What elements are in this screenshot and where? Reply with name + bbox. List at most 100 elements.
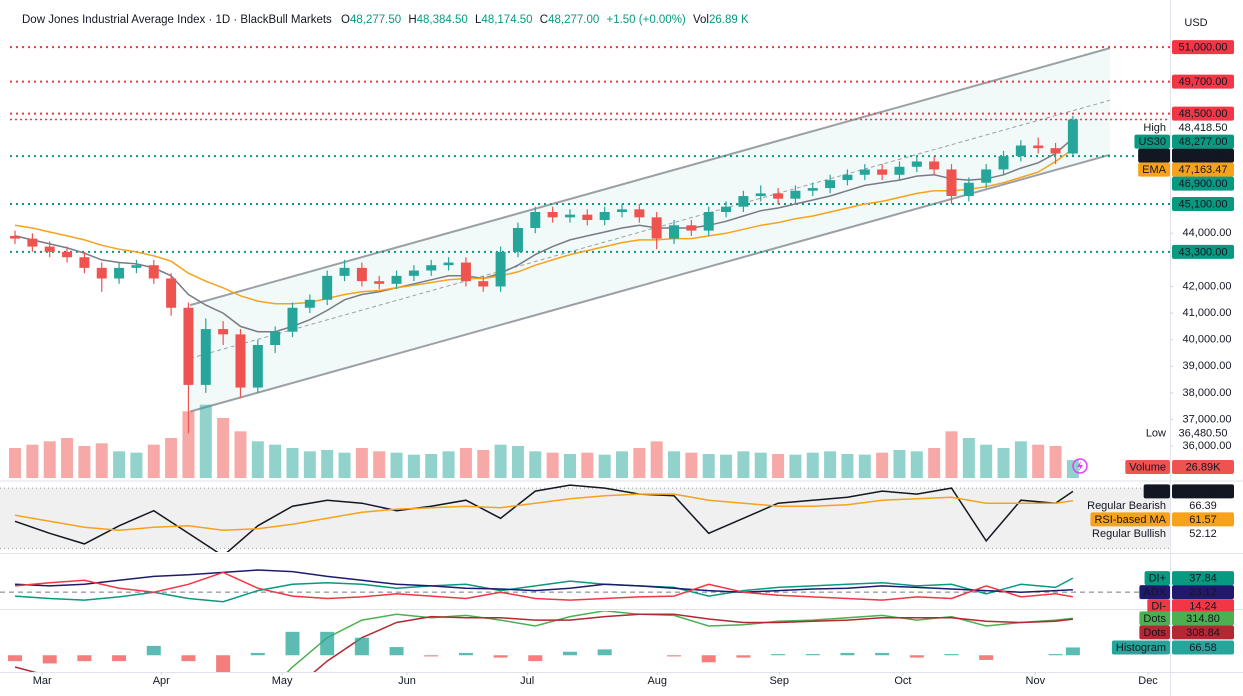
volume-bar <box>945 431 958 478</box>
chart-header: Dow Jones Industrial Average Index · 1D … <box>22 14 749 26</box>
candle-body <box>807 188 818 191</box>
axis-tag-value: 51,000.00 <box>1179 41 1228 53</box>
x-tick-label: Aug <box>647 675 667 687</box>
volume-key: Vol <box>693 14 709 26</box>
y-tick-label: 42,000.00 <box>1183 280 1232 292</box>
axis-tag-value: 67.84 <box>1189 486 1217 498</box>
ohlc-key: L <box>475 14 482 26</box>
histogram-bar <box>250 652 265 656</box>
candle-body <box>1033 145 1044 149</box>
candle-body <box>773 193 784 199</box>
axis-tag-value: 314.80 <box>1186 613 1220 625</box>
y-tick-label: 37,000.00 <box>1183 413 1232 425</box>
indicator-line <box>14 577 1074 603</box>
volume-bar <box>650 441 663 478</box>
volume-bar <box>702 454 715 478</box>
histogram-bar <box>320 631 335 656</box>
alert-icon[interactable] <box>1072 458 1088 474</box>
volume-bar <box>286 448 299 478</box>
candle-body <box>443 262 454 266</box>
axis-tag-name: RSI <box>1148 486 1166 498</box>
axis-tag-box <box>1172 244 1234 259</box>
volume-bar <box>1049 446 1062 478</box>
indicator-line <box>286 611 1073 672</box>
axis-tag-box <box>1172 197 1234 212</box>
volume-bar <box>425 454 438 478</box>
candle-body <box>790 190 801 199</box>
histogram-bar <box>909 655 924 658</box>
x-tick-label: Mar <box>33 675 52 687</box>
volume-bar <box>130 452 143 478</box>
candle-body <box>547 212 558 218</box>
alert-bolt <box>1077 461 1083 471</box>
candle-body <box>148 265 159 279</box>
volume-bar <box>806 452 819 478</box>
axis-tag-name: Regular Bullish <box>1092 528 1166 540</box>
candle-body <box>686 225 697 231</box>
x-tick-label: May <box>272 675 293 687</box>
volume-bar <box>997 448 1010 478</box>
volume-bar <box>893 450 906 478</box>
axis-tag-value: 45,100.00 <box>1179 198 1228 210</box>
volume-bar <box>529 451 542 478</box>
candle-body <box>738 196 749 207</box>
volume-bar <box>43 441 56 478</box>
axis-tag-value: 308.84 <box>1186 627 1220 639</box>
candle-body <box>651 217 662 239</box>
volume-bar <box>442 451 455 478</box>
volume-bar <box>147 444 160 478</box>
ema-line <box>14 137 1074 333</box>
axis-tag-value: 47,163.47 <box>1179 164 1228 176</box>
candle-body <box>235 334 246 388</box>
axis-tag-name: Histogram <box>1116 642 1166 654</box>
dots-pane <box>8 611 1080 672</box>
candle-body <box>1067 119 1078 154</box>
volume-bar <box>303 451 316 478</box>
volume-bar <box>928 448 941 478</box>
axis-tag-name-box <box>1090 512 1170 527</box>
axis-tag-name-box <box>1139 625 1170 640</box>
volume-bar <box>754 452 767 478</box>
axes: 36,000.00 37,000.00 38,000.00 39,000.00 40,0… <box>33 40 1234 687</box>
candle-body <box>616 209 627 213</box>
axis-tag-box <box>1172 460 1234 474</box>
ohlc-value: 48,277.00 <box>548 14 599 26</box>
ema-line <box>14 148 1074 305</box>
volume-bar <box>962 438 975 478</box>
histogram-bar <box>528 655 543 662</box>
volume-bar <box>563 454 576 478</box>
histogram-bar <box>667 655 682 657</box>
axis-tag-name: DI- <box>1151 600 1166 612</box>
candle-body <box>825 180 836 189</box>
axis-tag-value: 23.12 <box>1189 586 1217 598</box>
candle-body <box>374 281 385 284</box>
candle-body <box>218 329 229 335</box>
axis-tag-value: 66.58 <box>1189 642 1217 654</box>
currency[interactable]: USD <box>1184 17 1207 29</box>
axis-tag-box <box>1172 512 1234 527</box>
axis-tag-name: EMA <box>1142 164 1167 176</box>
axis-tag-name-box <box>1139 585 1170 600</box>
histogram-bar <box>736 655 751 658</box>
indicator-line <box>14 493 1074 532</box>
candle-body <box>426 265 437 271</box>
candle-body <box>270 331 281 346</box>
candle-body <box>911 161 922 167</box>
volume-bar <box>459 448 472 478</box>
axis-tag-value: 47,572.36 <box>1179 150 1228 162</box>
candle-body <box>339 267 350 276</box>
axis-tag-name-box <box>1111 640 1170 655</box>
axis-tag-name: Low <box>1146 428 1166 440</box>
volume-bar <box>251 441 264 478</box>
histogram-bar <box>944 654 959 656</box>
histogram-bar <box>77 655 92 662</box>
candle-body <box>287 307 298 332</box>
axis-tag-value: 14.24 <box>1189 600 1217 612</box>
channel-lower <box>189 153 1111 413</box>
axis-tag-value: 43,300.00 <box>1179 246 1228 258</box>
volume-bar <box>841 454 854 478</box>
axis-tag-name: Volume <box>1129 461 1166 473</box>
candle-body <box>512 227 523 252</box>
